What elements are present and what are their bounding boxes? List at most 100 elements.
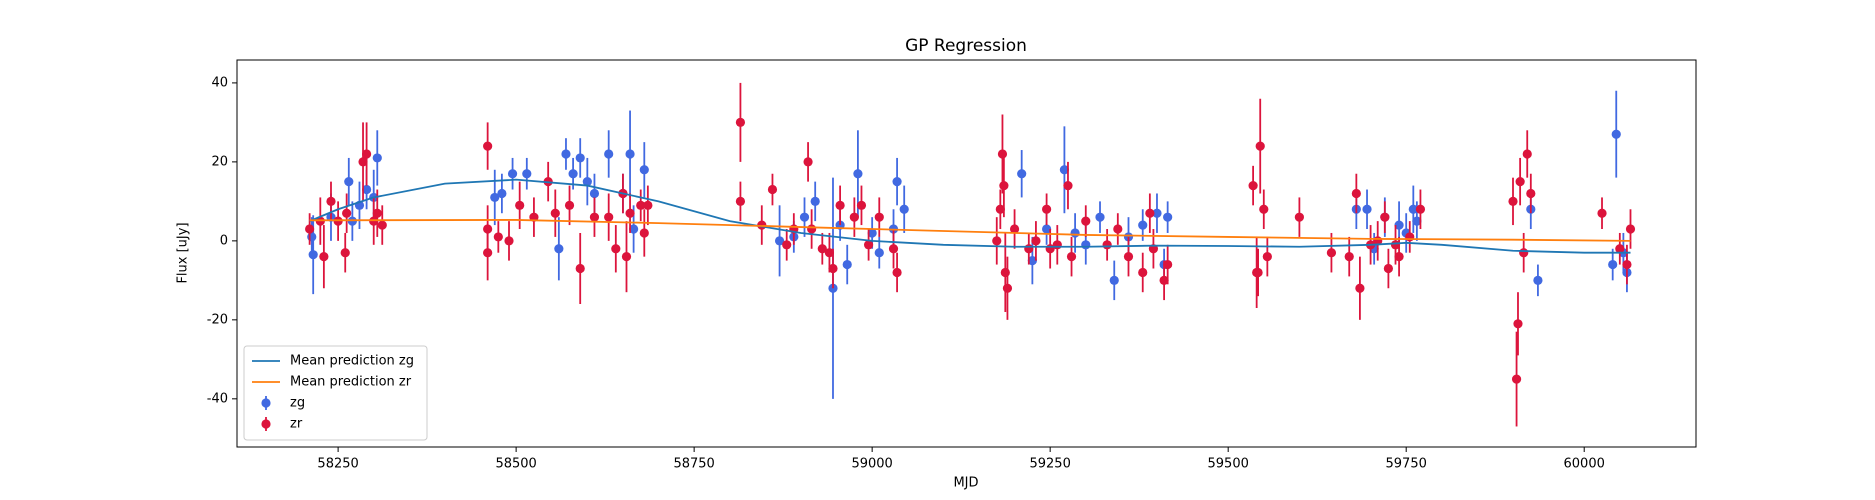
mean-line	[309, 178, 1631, 254]
data-point	[340, 248, 350, 258]
data-point	[1362, 204, 1372, 214]
data-point	[867, 228, 877, 238]
data-point	[625, 208, 635, 218]
data-point	[369, 216, 379, 226]
x-tick-label: 58500	[495, 457, 536, 472]
data-point	[1159, 275, 1169, 285]
data-point	[308, 250, 318, 260]
data-point	[1009, 224, 1020, 234]
data-point	[1152, 208, 1162, 218]
data-point	[307, 232, 317, 242]
x-tick-label: 58750	[673, 457, 714, 472]
data-point	[1031, 236, 1041, 246]
data-point	[1513, 319, 1523, 329]
data-point	[1042, 224, 1052, 234]
data-point	[1027, 256, 1037, 266]
data-point	[888, 244, 899, 254]
data-point	[1526, 188, 1536, 199]
data-point	[1138, 220, 1148, 230]
data-point	[899, 204, 909, 214]
y-tick-label: 40	[211, 75, 228, 90]
data-point	[1294, 212, 1304, 222]
data-point	[636, 200, 646, 210]
chart-title: GP Regression	[905, 36, 1027, 56]
data-point	[999, 180, 1009, 191]
data-point	[874, 212, 884, 222]
data-point	[828, 263, 838, 274]
data-point	[849, 212, 859, 222]
data-point	[629, 224, 639, 234]
data-point	[639, 228, 649, 238]
data-point	[507, 169, 518, 179]
data-point	[483, 141, 493, 151]
data-point	[803, 157, 813, 167]
data-point	[1508, 196, 1518, 206]
data-point	[1113, 224, 1123, 234]
data-point	[361, 149, 372, 159]
legend-swatch	[261, 398, 271, 408]
y-axis-label: Flux [uJy]	[176, 222, 191, 283]
data-point	[372, 153, 382, 163]
data-point	[992, 236, 1002, 246]
data-point	[575, 263, 585, 274]
data-point	[995, 204, 1005, 214]
y-tick-label: 0	[220, 233, 228, 248]
data-point	[767, 184, 778, 195]
data-point	[344, 177, 354, 187]
data-point	[504, 236, 514, 246]
data-point	[774, 236, 785, 246]
data-point	[735, 196, 746, 206]
y-tick-label: -40	[207, 391, 228, 406]
data-point	[1138, 267, 1148, 278]
data-point	[1380, 212, 1390, 222]
data-point	[1063, 180, 1073, 191]
legend-swatch	[261, 419, 271, 429]
data-point	[575, 153, 585, 163]
x-tick-label: 58250	[317, 457, 358, 472]
data-point	[611, 244, 621, 254]
data-point	[1615, 244, 1625, 254]
data-point	[561, 149, 571, 159]
data-point	[522, 169, 532, 179]
data-point	[856, 200, 867, 210]
axes-frame	[236, 59, 1697, 448]
data-point	[892, 267, 902, 278]
data-point	[483, 248, 493, 258]
data-point	[319, 252, 329, 262]
data-point	[358, 157, 368, 167]
data-point	[1000, 267, 1010, 278]
legend-box	[243, 345, 428, 441]
data-point	[1515, 177, 1525, 187]
data-point	[1253, 267, 1263, 278]
data-point	[372, 208, 382, 218]
legend-label: zr	[290, 417, 303, 432]
data-point	[810, 196, 820, 206]
data-point	[1059, 165, 1070, 175]
x-tick-label: 60000	[1564, 457, 1605, 472]
legend-label: Mean prediction zg	[290, 354, 414, 369]
y-tick-label: -20	[207, 312, 228, 327]
data-point	[1123, 252, 1134, 262]
data-point	[1408, 204, 1418, 214]
data-point	[1533, 275, 1543, 285]
data-point	[1052, 240, 1062, 250]
data-point	[604, 149, 614, 159]
data-point	[1255, 141, 1265, 151]
data-point	[1262, 252, 1272, 262]
data-point	[1597, 208, 1607, 218]
data-point	[1070, 228, 1080, 238]
data-point	[1344, 252, 1354, 262]
data-point	[817, 244, 827, 254]
data-point	[874, 248, 884, 258]
data-point	[625, 149, 635, 159]
data-point	[1394, 252, 1404, 262]
data-point	[589, 188, 600, 199]
data-point	[1259, 204, 1269, 214]
data-point	[892, 177, 902, 187]
x-tick-label: 59000	[851, 457, 892, 472]
data-point	[1248, 180, 1258, 191]
data-point	[1163, 259, 1173, 270]
data-point	[1405, 232, 1415, 242]
plot-area	[305, 82, 1636, 427]
